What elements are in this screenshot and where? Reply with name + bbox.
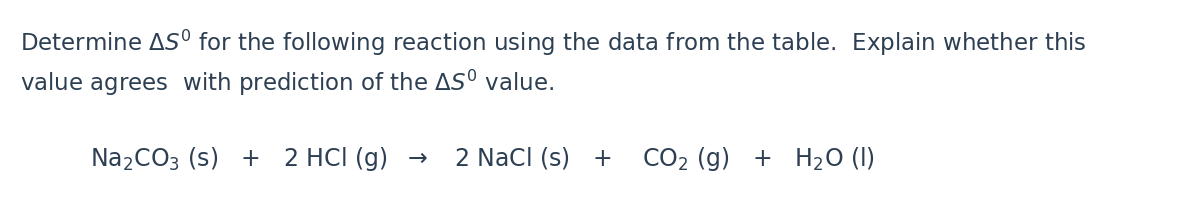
Text: Determine $\Delta S^0$ for the following reaction using the data from the table.: Determine $\Delta S^0$ for the following… [20,28,1087,58]
Text: Na$_2$CO$_3$ (s)   +   2 HCl (g)  $\rightarrow$   2 NaCl (s)   +    CO$_2$ (g)  : Na$_2$CO$_3$ (s) + 2 HCl (g) $\rightarro… [90,145,875,173]
Text: value agrees  with prediction of the $\Delta S^0$ value.: value agrees with prediction of the $\De… [20,68,554,98]
